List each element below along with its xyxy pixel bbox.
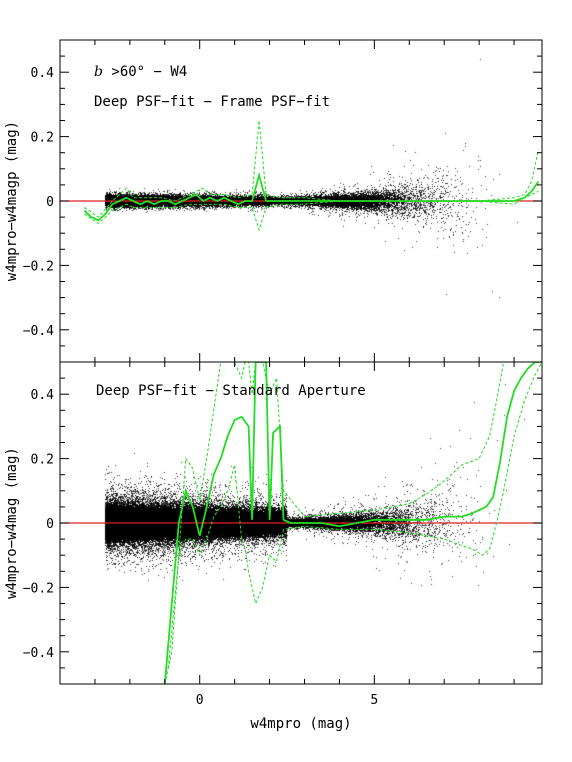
y-tick-label: 0.4 (31, 66, 55, 81)
bottom-series-layer (163, 362, 542, 684)
top-y-axis-label: w4mpro−w4magp (mag) (4, 121, 20, 281)
y-tick-label: −0.2 (23, 581, 54, 596)
top-panel: 0.4 0.2 0 −0.2 −0.4 b >60° − W4 Deep PSF−fit… (4, 39, 543, 363)
y-tick-label: 0 (46, 195, 54, 210)
bottom-y-axis-label: w4mpro−w4mag (mag) (4, 447, 20, 599)
top-annotation-line2: Deep PSF−fit − Frame PSF−fit (94, 94, 330, 110)
top-annotation-italic: b (94, 64, 103, 80)
top-y-axis: 0.4 0.2 0 −0.2 −0.4 (23, 39, 542, 363)
bottom-median-line (163, 362, 542, 684)
top-annotation-line1: b >60° − W4 (94, 64, 187, 80)
y-tick-label: 0.4 (31, 388, 55, 403)
y-tick-label: −0.4 (23, 646, 54, 661)
y-tick-label: 0.2 (31, 453, 54, 468)
top-x-ticks (94, 40, 515, 362)
bottom-y-axis: 0.4 0.2 0 −0.2 −0.4 (23, 361, 542, 685)
y-tick-label: 0.2 (31, 131, 54, 146)
bottom-lower-scatter-line (164, 362, 542, 684)
bottom-upper-scatter-line (167, 362, 521, 668)
x-tick-label: 5 (370, 693, 378, 708)
y-tick-label: 0 (46, 517, 54, 532)
top-annotation-rest: >60° − W4 (103, 64, 187, 80)
bottom-annotation: Deep PSF−fit − Standard Aperture (96, 383, 366, 399)
top-median-line (83, 171, 540, 222)
top-series-layer (83, 120, 540, 232)
y-tick-label: −0.2 (23, 259, 54, 274)
y-tick-label: −0.4 (23, 324, 54, 339)
x-axis-label: w4mpro (mag) (250, 716, 351, 732)
x-tick-label: 0 (196, 693, 204, 708)
